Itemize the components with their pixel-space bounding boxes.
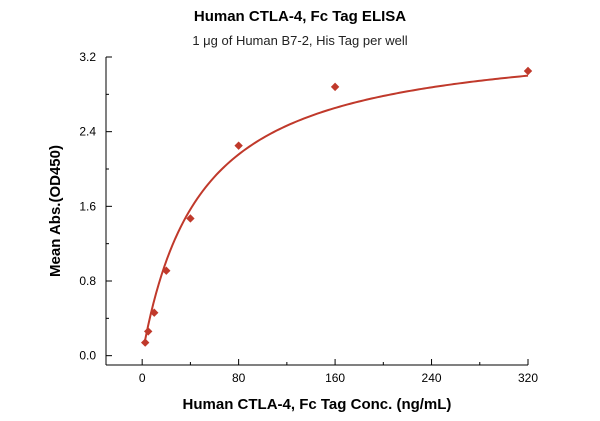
chart-subtitle: 1 μg of Human B7-2, His Tag per well bbox=[192, 33, 408, 48]
data-point bbox=[150, 308, 159, 317]
data-point bbox=[523, 66, 533, 76]
x-tick-label: 240 bbox=[422, 371, 442, 385]
x-tick-label: 80 bbox=[232, 371, 246, 385]
y-tick-label: 2.4 bbox=[79, 125, 96, 139]
data-point bbox=[330, 82, 340, 92]
y-tick-label: 3.2 bbox=[79, 50, 96, 64]
y-tick-label: 0.0 bbox=[79, 349, 96, 363]
x-tick-label: 160 bbox=[325, 371, 345, 385]
y-tick-label: 0.8 bbox=[79, 274, 96, 288]
x-axis-label: Human CTLA-4, Fc Tag Conc. (ng/mL) bbox=[183, 396, 452, 413]
data-point bbox=[234, 141, 243, 150]
data-point bbox=[162, 266, 171, 275]
data-point bbox=[144, 327, 153, 336]
x-tick-label: 320 bbox=[518, 371, 538, 385]
data-point bbox=[186, 214, 195, 223]
chart-title: Human CTLA-4, Fc Tag ELISA bbox=[193, 8, 407, 25]
data-point bbox=[140, 338, 150, 347]
fit-curve bbox=[144, 74, 529, 340]
y-axis-label: Mean Abs.(OD450) bbox=[47, 145, 64, 277]
y-tick-label: 1.6 bbox=[79, 199, 96, 213]
x-tick-label: 0 bbox=[139, 371, 146, 385]
